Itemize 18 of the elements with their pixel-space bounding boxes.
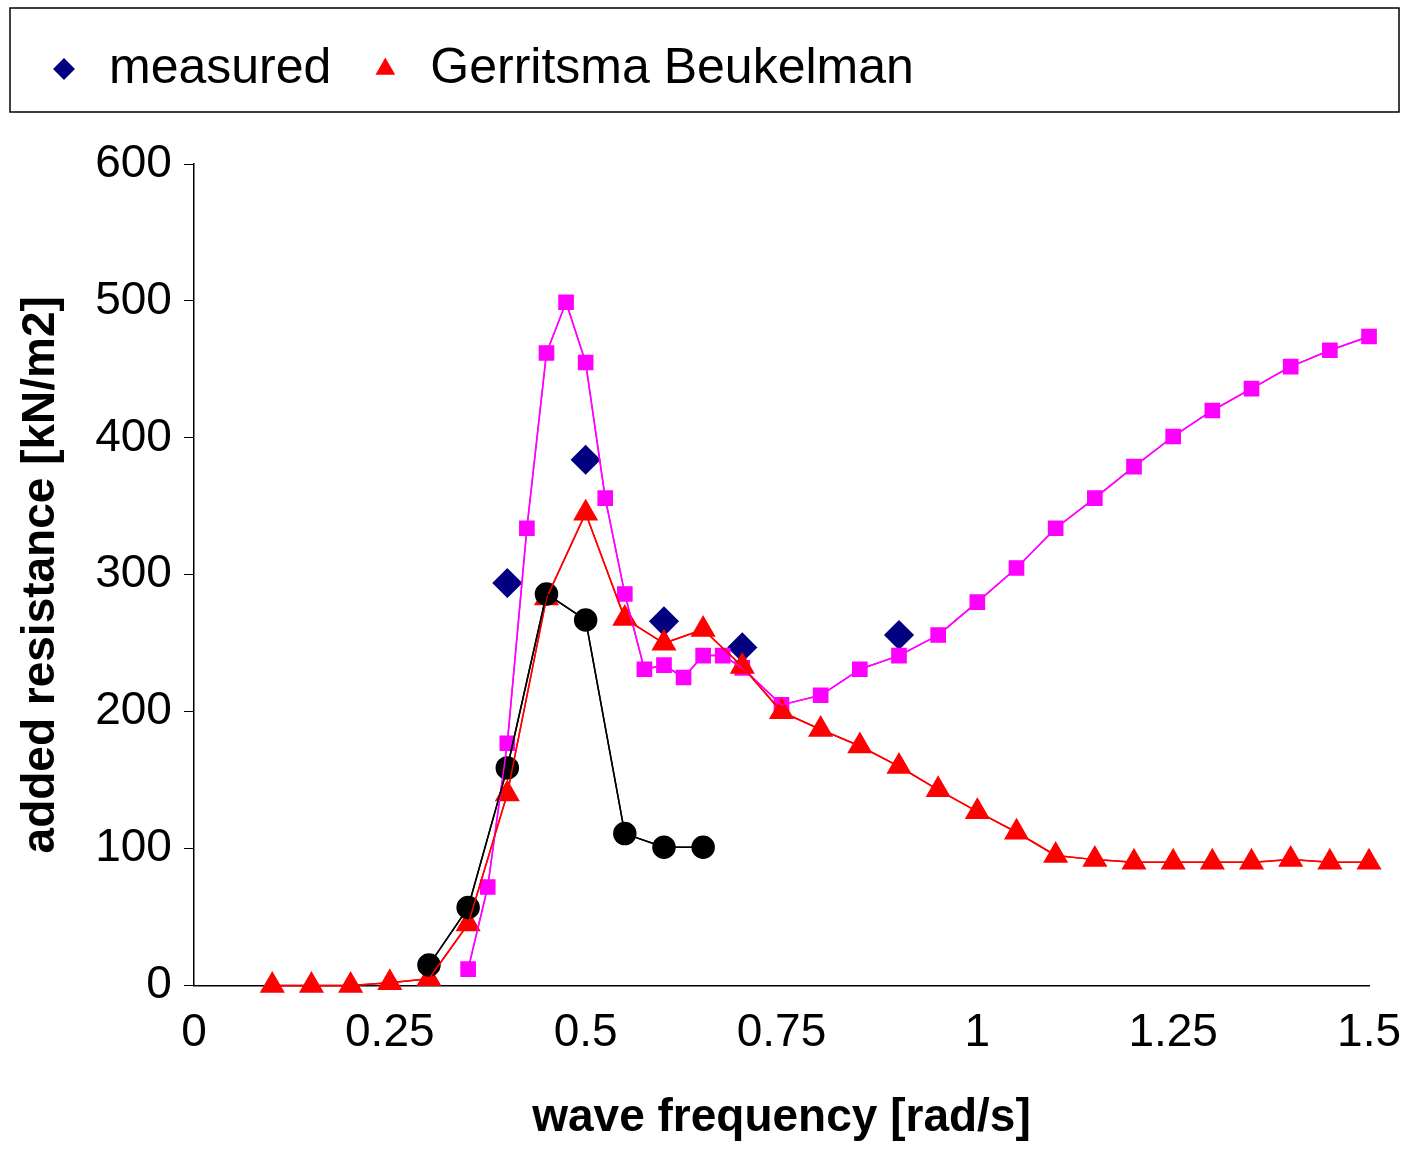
y-tick-label: 0 <box>146 956 172 1009</box>
x-tick-label: 0 <box>181 1003 207 1056</box>
legend-label: Gerritsma Beukelman <box>430 37 914 94</box>
y-tick-label: 500 <box>95 271 172 324</box>
y-tick-label: 100 <box>95 819 172 872</box>
x-tick-label: 0.25 <box>345 1003 435 1056</box>
x-tick-label: 0.5 <box>553 1003 618 1056</box>
x-tick-label: 1 <box>964 1003 991 1056</box>
y-axis-title: added resistance [kN/m2] <box>12 296 65 854</box>
x-tick-label: 1.5 <box>1337 1003 1401 1056</box>
x-tick-label: 0.75 <box>736 1003 827 1056</box>
y-tick-label: 300 <box>95 545 172 598</box>
y-tick-label: 600 <box>95 134 172 187</box>
y-tick-label: 200 <box>95 682 172 735</box>
x-axis-title: wave frequency [rad/s] <box>531 1089 1031 1142</box>
y-tick-label: 400 <box>95 408 172 461</box>
x-tick-label: 1.25 <box>1128 1003 1218 1056</box>
legend-label: measured <box>109 37 332 94</box>
